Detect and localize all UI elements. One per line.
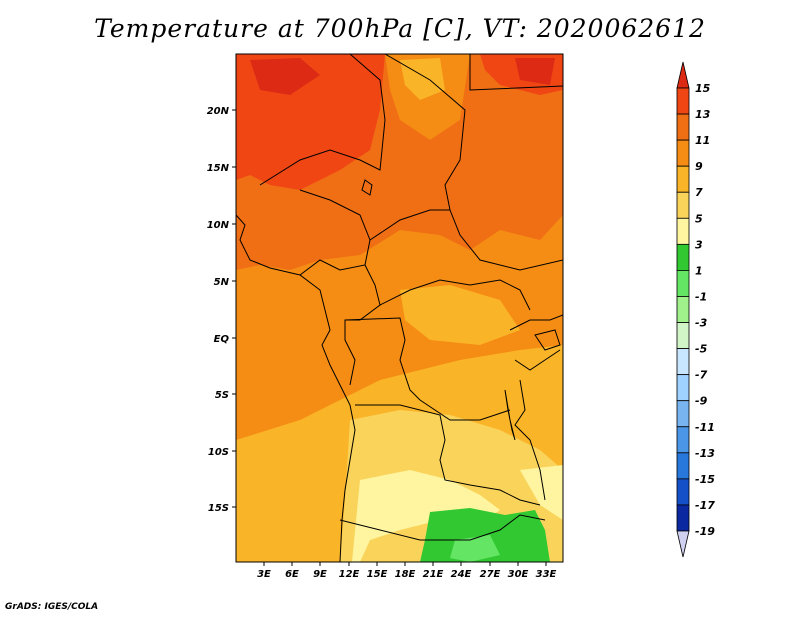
lat-labels: 20N 15N 10N 5N EQ 5S 10S 15S — [207, 106, 230, 514]
colorbar-label: 11 — [695, 134, 710, 147]
lat-label: 10S — [208, 447, 229, 458]
colorbar-label: -1 — [695, 290, 707, 303]
colorbar-segment — [676, 296, 690, 323]
colorbar-segment — [676, 87, 690, 115]
colorbar-top-arrow — [676, 61, 690, 89]
lon-ticks — [263, 562, 547, 566]
plot-frame — [235, 53, 564, 563]
lon-label: 18E — [395, 569, 416, 580]
lat-label: 5S — [215, 390, 229, 401]
colorbar-label: -7 — [695, 369, 708, 382]
lon-label: 15E — [367, 569, 388, 580]
colorbar-label: 7 — [695, 186, 703, 199]
lon-label: 27E — [480, 569, 501, 580]
colorbar-segment — [676, 348, 690, 376]
border-1 — [259, 54, 386, 186]
lon-labels: 3E 6E 9E 12E 15E 18E 21E 24E 27E 30E 33E — [257, 569, 556, 580]
zone-15-warmest — [250, 58, 320, 95]
border-9 — [355, 404, 541, 506]
lat-label: 10N — [207, 220, 230, 231]
border-2 — [384, 54, 563, 271]
colorbar-label: -15 — [695, 473, 715, 486]
border-11 — [509, 314, 563, 331]
colorbar-label: 9 — [695, 160, 703, 173]
lat-label: 15S — [208, 503, 229, 514]
lake-victoria — [534, 329, 561, 351]
colorbar-label: -17 — [695, 499, 715, 512]
zone-7-9-north — [400, 58, 445, 100]
lake-tanganyika — [504, 389, 516, 441]
colorbar-segment — [676, 139, 690, 167]
colorbar-segment — [676, 322, 690, 349]
temperature-field — [236, 54, 563, 562]
zone-minus1-1 — [450, 535, 500, 562]
colorbar-segment — [676, 165, 690, 193]
colorbar-segment — [676, 504, 690, 532]
colorbar-segment — [676, 374, 690, 402]
colorbar-label: 1 — [695, 264, 703, 277]
colorbar-label: -13 — [695, 447, 715, 460]
colorbar-segment — [676, 270, 690, 297]
zone-3-5 — [352, 470, 500, 562]
colorbar-segment — [676, 426, 690, 454]
colorbar-segment — [676, 113, 690, 141]
colorbar-segment — [676, 478, 690, 506]
colorbar-segment — [676, 400, 690, 428]
colorbar-bottom-arrow — [676, 530, 690, 558]
colorbar-label: 15 — [695, 82, 711, 95]
colorbar-segment — [676, 452, 690, 480]
colorbar-label: 13 — [695, 108, 711, 121]
border-3 — [469, 54, 563, 91]
lon-label: 9E — [313, 569, 327, 580]
border-4 — [299, 189, 371, 276]
border-10 — [339, 514, 546, 541]
lon-label: 33E — [536, 569, 557, 580]
colorbar-segment — [676, 243, 690, 271]
colorbar-label: -19 — [695, 525, 715, 538]
zone-3-5-b — [520, 465, 563, 520]
border-5 — [369, 209, 450, 241]
colorbar: 15 13 11 9 7 5 3 1 -1 -3 -5 -7 -9 -11 -13 -15 -17 -19 — [676, 61, 715, 558]
lon-label: 3E — [257, 569, 271, 580]
zone-15-warmest-east — [515, 58, 555, 85]
lon-label: 12E — [339, 569, 360, 580]
colorbar-label: -11 — [695, 421, 715, 434]
colorbar-segment — [676, 217, 690, 245]
chart-title: Temperature at 700hPa [C], VT: 202006261… — [94, 14, 706, 43]
lat-ticks — [232, 109, 236, 508]
colorbar-label: -3 — [695, 317, 708, 330]
border-8 — [344, 317, 511, 421]
lake-chad — [361, 179, 373, 196]
borders — [236, 54, 563, 562]
colorbar-label: 5 — [695, 212, 703, 225]
lon-label: 24E — [451, 569, 472, 580]
colorbar-label: 3 — [695, 238, 703, 251]
border-12 — [514, 349, 561, 371]
colorbar-label: -5 — [695, 343, 708, 356]
lat-label: 15N — [207, 163, 230, 174]
border-13 — [514, 379, 546, 501]
zone-7-9-central — [400, 285, 520, 345]
lat-label: 5N — [214, 277, 230, 288]
lon-label: 6E — [285, 569, 299, 580]
lat-label: EQ — [214, 334, 230, 345]
coastline-west — [236, 214, 356, 562]
credit-label: GrADS: IGES/COLA — [5, 602, 99, 612]
colorbar-segment — [676, 191, 690, 219]
lat-label: 20N — [207, 106, 230, 117]
border-7 — [379, 279, 531, 311]
lon-label: 30E — [508, 569, 529, 580]
lon-label: 21E — [423, 569, 444, 580]
colorbar-label: -9 — [695, 395, 708, 408]
